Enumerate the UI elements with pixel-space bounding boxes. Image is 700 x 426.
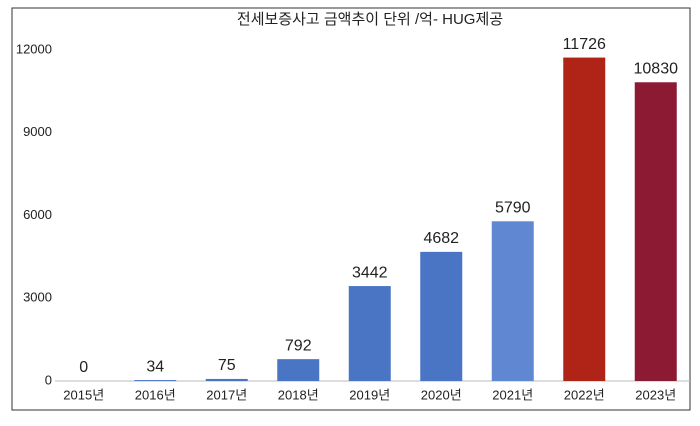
value-label: 75 — [218, 357, 236, 374]
x-tick-label: 2021년 — [492, 387, 533, 402]
x-tick-label: 2019년 — [349, 387, 390, 402]
bar — [348, 286, 391, 381]
y-tick-label: 0 — [45, 372, 52, 387]
value-label: 11726 — [563, 36, 606, 53]
value-label: 5790 — [495, 200, 531, 217]
y-tick-label: 6000 — [23, 207, 52, 222]
bar — [205, 378, 248, 381]
x-tick-label: 2018년 — [278, 387, 319, 402]
bar — [491, 221, 534, 381]
chart-frame — [11, 7, 691, 411]
bar — [420, 251, 463, 381]
value-label: 34 — [146, 358, 164, 375]
value-label: 3442 — [352, 264, 388, 281]
y-tick-label: 12000 — [16, 41, 52, 56]
bar — [134, 380, 177, 381]
x-tick-label: 2017년 — [206, 387, 247, 402]
value-label: 4682 — [423, 230, 459, 247]
x-tick-label: 2015년 — [63, 387, 104, 402]
bar — [563, 57, 606, 382]
y-tick-label: 9000 — [23, 124, 52, 139]
value-label: 792 — [285, 337, 312, 354]
value-label: 0 — [79, 359, 88, 376]
y-tick-label: 3000 — [23, 290, 52, 305]
x-tick-label: 2022년 — [564, 387, 605, 402]
x-tick-label: 2020년 — [421, 387, 462, 402]
chart-title: 전세보증사고 금액추이 단위 /억- HUG제공 — [237, 11, 503, 28]
value-label: 10830 — [634, 60, 679, 77]
bar — [634, 82, 677, 382]
x-tick-label: 2016년 — [135, 387, 176, 402]
bar — [277, 359, 320, 381]
x-tick-label: 2023년 — [635, 387, 676, 402]
